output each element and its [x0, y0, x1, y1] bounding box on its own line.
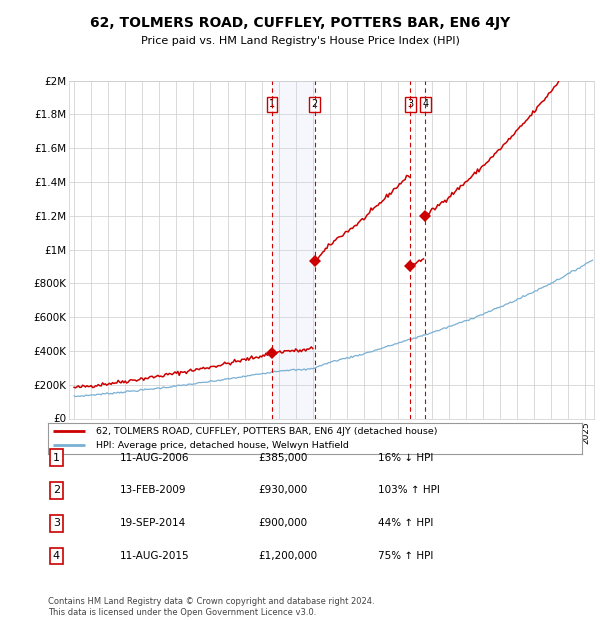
Bar	[272, 81, 315, 419]
Text: 19-SEP-2014: 19-SEP-2014	[120, 518, 186, 528]
Text: 13-FEB-2009: 13-FEB-2009	[120, 485, 187, 495]
Text: Price paid vs. HM Land Registry's House Price Index (HPI): Price paid vs. HM Land Registry's House …	[140, 36, 460, 46]
Text: 1: 1	[269, 99, 275, 109]
Text: 11-AUG-2015: 11-AUG-2015	[120, 551, 190, 561]
Text: 1: 1	[53, 453, 60, 463]
Text: 2: 2	[311, 99, 318, 109]
Text: 4: 4	[422, 99, 428, 109]
Text: 4: 4	[53, 551, 60, 561]
Text: HPI: Average price, detached house, Welwyn Hatfield: HPI: Average price, detached house, Welw…	[96, 441, 349, 450]
Text: 16% ↓ HPI: 16% ↓ HPI	[378, 453, 433, 463]
Text: 2: 2	[53, 485, 60, 495]
Text: £1,200,000: £1,200,000	[258, 551, 317, 561]
Text: 62, TOLMERS ROAD, CUFFLEY, POTTERS BAR, EN6 4JY (detached house): 62, TOLMERS ROAD, CUFFLEY, POTTERS BAR, …	[96, 427, 437, 436]
Text: £385,000: £385,000	[258, 453, 307, 463]
Text: 3: 3	[407, 99, 413, 109]
Text: £930,000: £930,000	[258, 485, 307, 495]
Text: 44% ↑ HPI: 44% ↑ HPI	[378, 518, 433, 528]
Text: 103% ↑ HPI: 103% ↑ HPI	[378, 485, 440, 495]
Text: 11-AUG-2006: 11-AUG-2006	[120, 453, 190, 463]
Text: £900,000: £900,000	[258, 518, 307, 528]
Text: 62, TOLMERS ROAD, CUFFLEY, POTTERS BAR, EN6 4JY: 62, TOLMERS ROAD, CUFFLEY, POTTERS BAR, …	[90, 16, 510, 30]
Text: 75% ↑ HPI: 75% ↑ HPI	[378, 551, 433, 561]
Text: Contains HM Land Registry data © Crown copyright and database right 2024.
This d: Contains HM Land Registry data © Crown c…	[48, 598, 374, 617]
Text: 3: 3	[53, 518, 60, 528]
